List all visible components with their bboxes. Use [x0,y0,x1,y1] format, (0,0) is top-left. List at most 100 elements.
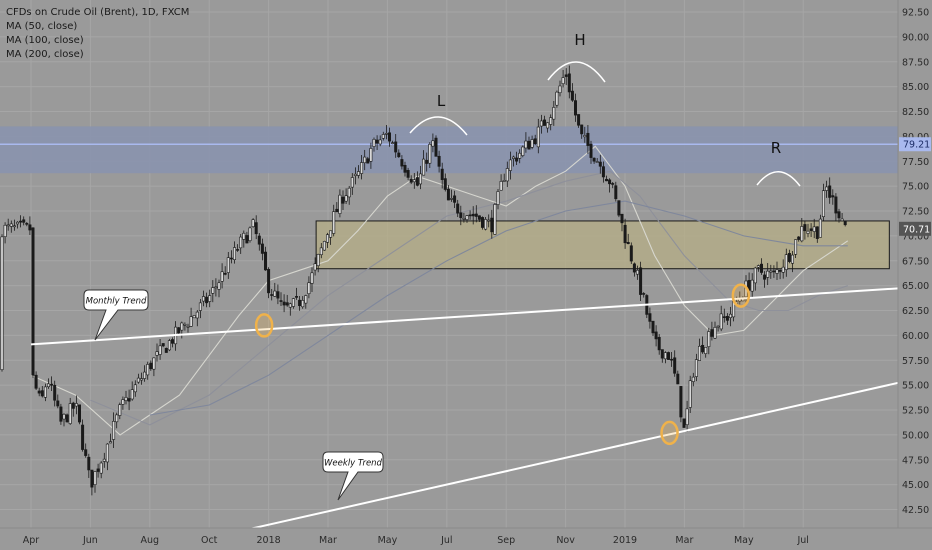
candle-body [121,399,125,405]
candle-body [589,143,593,158]
resistance-band [0,126,898,174]
candle-body [530,139,534,148]
candle-body [468,214,472,217]
candle-body [713,327,717,339]
candle-body [56,400,60,407]
price-tag: 70.71 [899,221,931,236]
candle-body [418,173,422,185]
candle-body [291,298,295,307]
candle-body [3,224,7,237]
right-shoulder-label: R [771,139,781,157]
candle-body [682,418,686,428]
ma200-line [149,200,848,416]
ma100-line [90,170,848,426]
candle-body [462,218,466,220]
candle-body [753,267,757,284]
candle-body [511,156,515,159]
candle-body [130,389,134,400]
candle-body [446,188,450,201]
candle-body [301,300,305,308]
candle-body [332,211,336,234]
candle-body [484,219,488,230]
candle-body [694,359,698,377]
candle-body [440,168,444,180]
candle-body [109,441,113,444]
candle-body [518,152,522,159]
candle-body [611,183,615,185]
candle-body [657,337,661,351]
candle-body [140,378,144,381]
candle-body [171,339,175,344]
x-tick-label: May [378,535,398,546]
candle-body [604,178,608,182]
x-tick-label: May [734,535,754,546]
candle-body [524,140,528,149]
candle-body [220,271,224,282]
candle-body [558,85,562,94]
candle-body [701,344,705,353]
candle-body [9,223,13,227]
candle-body [756,265,760,268]
candle-body [651,320,655,334]
candle-body [356,171,360,176]
candle-body [676,373,680,385]
candle-body [406,170,410,178]
candle-body [722,316,726,318]
candle-body [806,230,810,234]
candle-body [437,155,441,167]
candle-body [381,134,385,139]
candle-body [704,347,708,354]
candle-body [443,178,447,190]
candle-body [341,196,345,204]
candle-body [707,331,711,347]
candle-body [601,166,605,178]
candle-body [347,187,351,198]
candle-body [499,181,503,191]
y-tick-label: 70.00 [902,231,929,242]
candle-body [87,456,91,471]
candle-body [12,225,16,228]
candle-body [400,159,404,167]
y-tick-label: 82.50 [902,107,929,118]
candle-body [505,168,509,182]
highlight-marker [254,313,274,338]
candle-body [263,251,267,271]
candle-body [536,126,540,148]
candle-body [136,377,140,383]
candle-body [471,213,475,217]
candle-body [53,384,57,401]
candle-body [372,139,376,147]
candle-body [490,217,494,233]
candle-body [663,352,667,360]
candle-body [71,402,75,409]
candle-body [542,119,546,126]
candle-body [496,191,500,205]
price-tag-text: 70.71 [903,224,930,235]
candle-body [50,383,54,386]
candle-body [313,263,317,271]
candle-body [828,185,832,198]
candle-body [127,398,131,402]
price-tag-text: 79.21 [903,140,930,151]
candle-body [288,303,292,308]
candle-body [319,247,323,256]
candle-body [202,296,206,302]
weekly-trend-callout: Weekly Trend [322,451,384,501]
candle-body [143,371,147,379]
candle-body [425,159,429,164]
candle-body [564,74,568,77]
x-tick-label: 2019 [613,535,637,546]
candle-body [781,266,785,273]
x-tick-label: Apr [23,535,40,546]
y-tick-label: 67.50 [902,256,929,267]
candle-body [719,313,723,330]
candle-body [639,267,643,295]
x-tick-label: Aug [141,535,160,546]
candle-body [325,234,329,243]
candle-body [360,162,364,174]
candle-body [329,230,333,238]
legend-ma200: MA (200, close) [6,49,84,60]
chart-legend: CFDs on Crude Oil (Brent), 1D, FXCM MA (… [6,6,189,62]
